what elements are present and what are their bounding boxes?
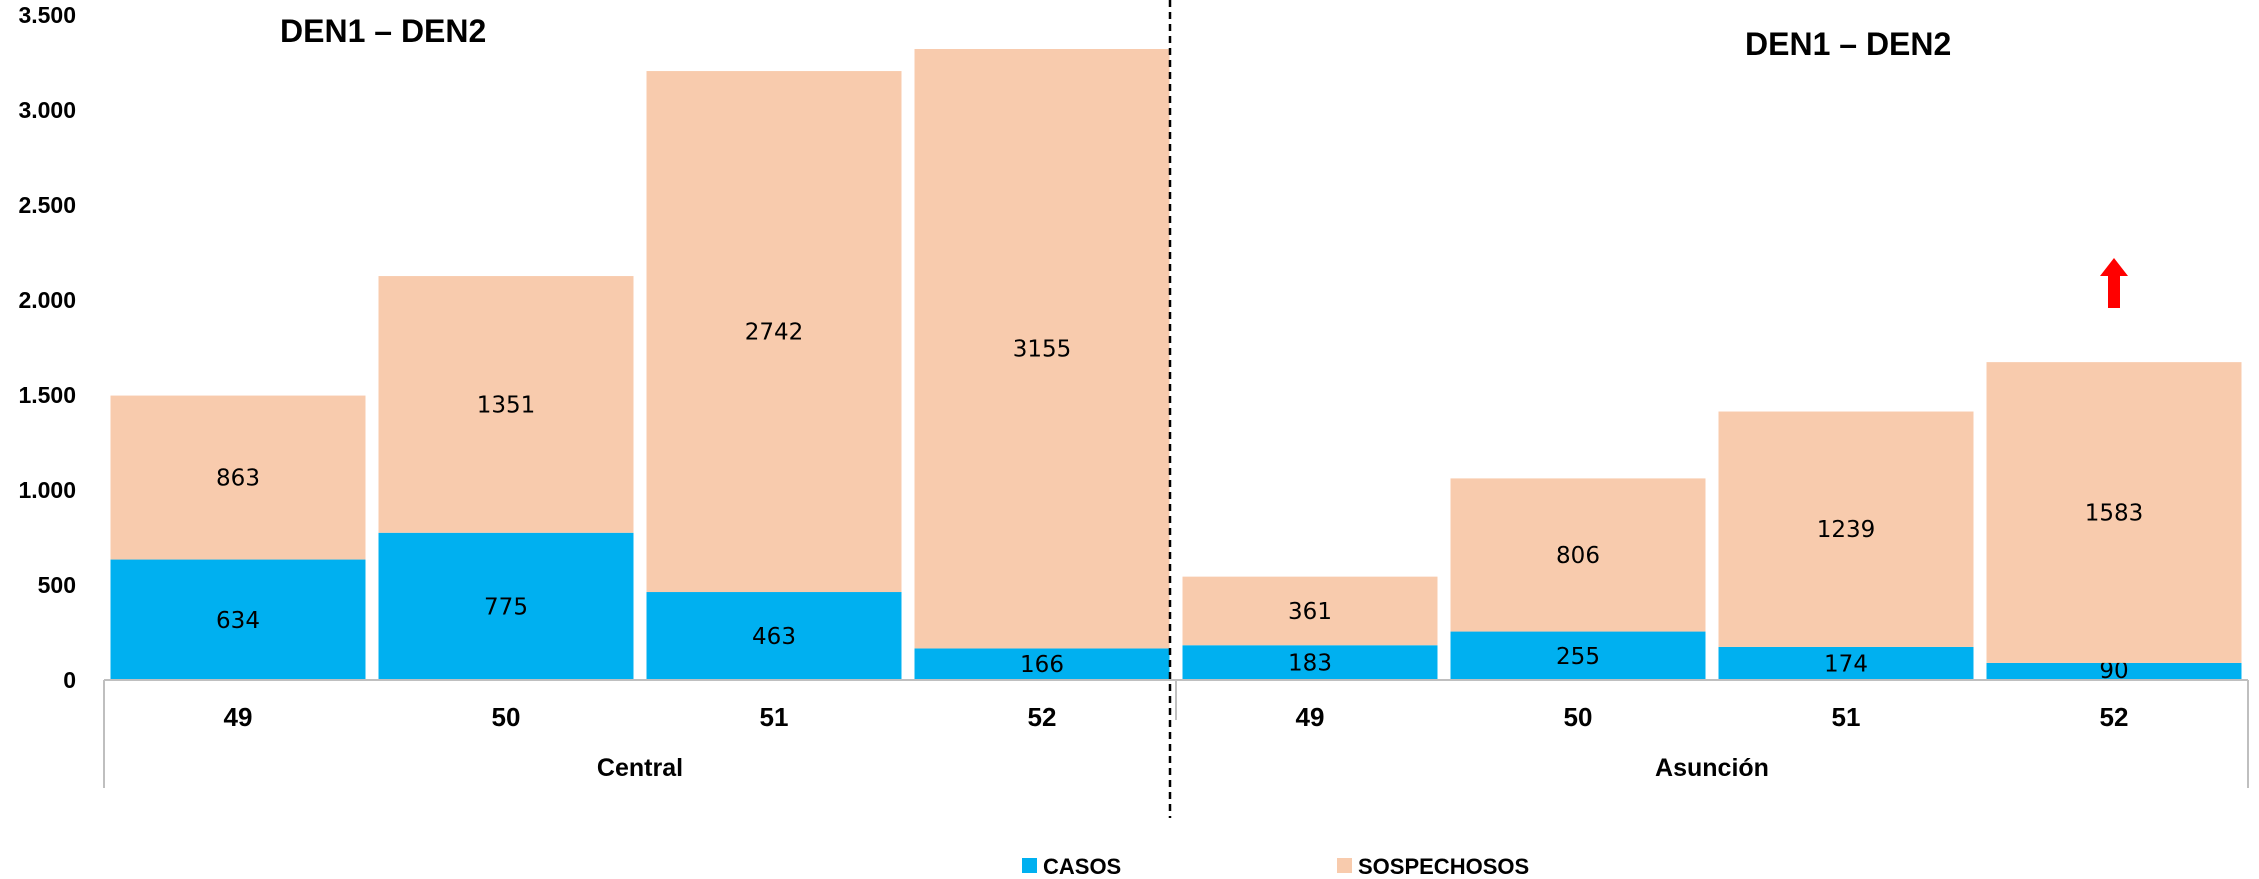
data-label: 775 [484,594,528,620]
bar-sospechosos [1182,576,1438,646]
x-tick-label: 50 [1564,702,1593,732]
y-tick-label: 3.000 [18,97,76,123]
data-label: 3155 [1013,337,1072,363]
legend-swatch [1337,858,1352,873]
bar-casos [1182,645,1438,680]
x-tick-label: 52 [2100,702,2129,732]
y-tick-label: 3.500 [18,2,76,28]
y-tick-label: 0 [63,667,76,693]
x-tick-label: 49 [224,702,253,732]
group-label: Asunción [1655,754,1769,782]
data-label: 174 [1824,651,1868,677]
bar-sospechosos [1718,411,1974,647]
bar-casos [1986,662,2242,680]
panel-title: DEN1 – DEN2 [1745,26,1951,62]
y-tick-label: 2.500 [18,192,76,218]
x-tick-label: 50 [492,702,521,732]
bar-sospechosos [110,395,366,560]
bar-sospechosos [646,71,902,593]
legend-swatch [1022,858,1037,873]
x-tick-label: 51 [760,702,789,732]
data-label: 1583 [2085,501,2144,527]
data-label: 463 [752,624,796,650]
y-tick-label: 500 [38,572,76,598]
x-tick-label: 51 [1832,702,1861,732]
y-axis: 0 500 1.000 1.500 2.000 2.500 3.000 3.500 [18,2,76,693]
x-tick-label: 52 [1028,702,1057,732]
data-label: 1351 [477,392,536,418]
y-tick-label: 1.000 [18,477,76,503]
bar-sospechosos [914,49,1170,649]
data-label: 806 [1556,543,1600,569]
bar-casos [1450,631,1706,680]
data-label: 361 [1288,599,1332,625]
panel-titles: DEN1 – DEN2 DEN1 – DEN2 [280,13,2128,308]
bar-casos [378,532,634,680]
legend-label: SOSPECHOSOS [1358,854,1529,879]
bar-sospechosos [1450,478,1706,632]
y-tick-label: 1.500 [18,382,76,408]
group-label: Central [597,754,683,782]
data-label: 634 [216,608,260,634]
bar-casos [1718,646,1974,680]
bars: 634 863 775 1351 463 2742 166 3155 183 361 255 806 1… [110,0,2242,818]
data-label: 2742 [745,320,804,346]
bar-sospechosos [1986,362,2242,663]
data-label: 1239 [1817,517,1876,543]
legend-label: CASOS [1043,854,1121,879]
bar-casos [646,592,902,680]
data-label: 183 [1288,651,1332,677]
bar-casos [110,559,366,680]
up-arrow-icon [2100,258,2128,308]
data-label: 863 [216,466,260,492]
data-label: 166 [1020,652,1064,678]
panel-title: DEN1 – DEN2 [280,13,486,49]
bar-sospechosos [378,276,634,533]
legend: CASOS SOSPECHOSOS [1022,854,1529,879]
y-tick-label: 2.000 [18,287,76,313]
x-axis: 49 50 51 52 49 50 51 52 Central Asunción [103,679,2249,788]
bar-casos [914,648,1170,680]
data-label: 255 [1556,644,1600,670]
x-tick-label: 49 [1296,702,1325,732]
